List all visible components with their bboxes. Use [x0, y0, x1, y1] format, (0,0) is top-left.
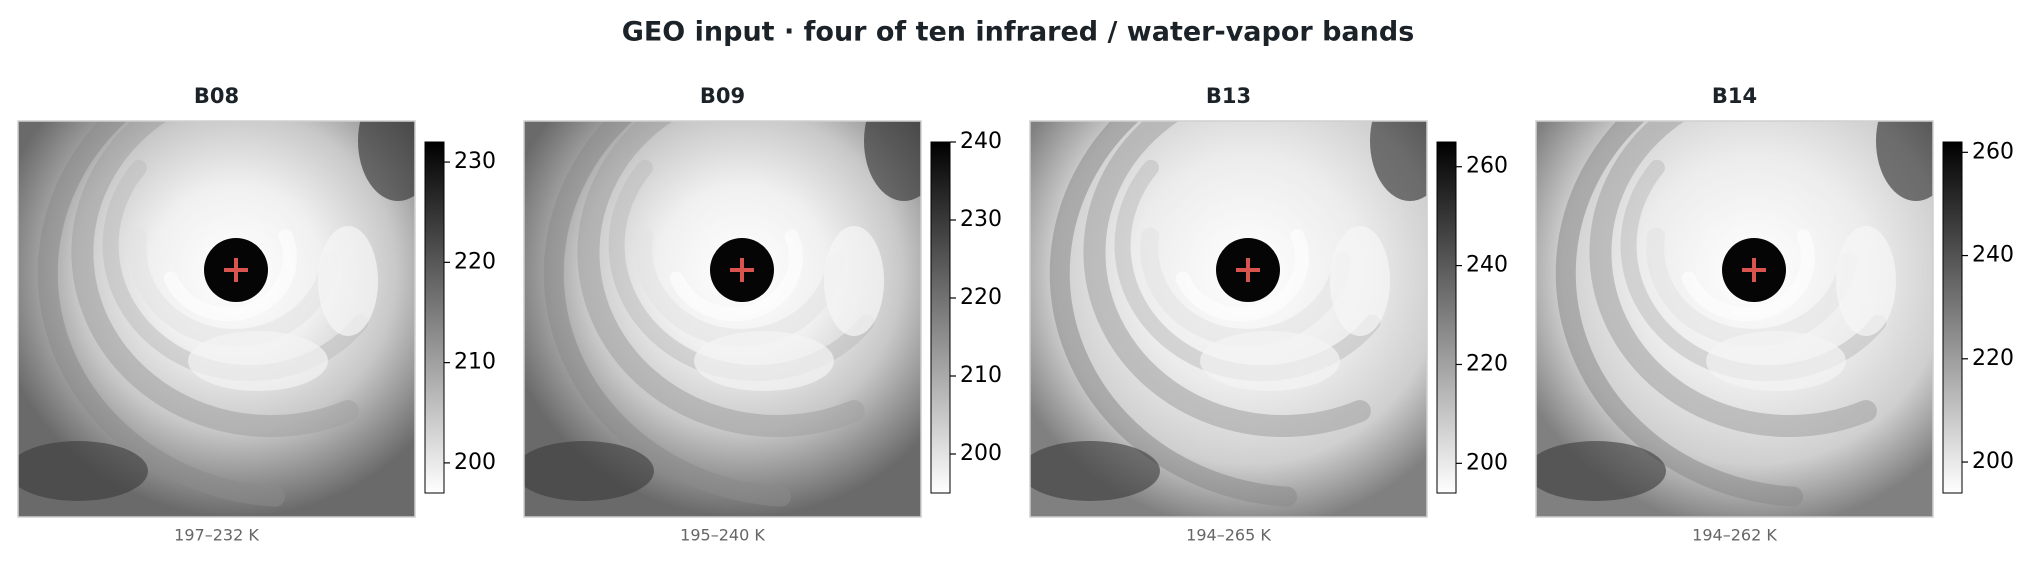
image-content	[1030, 121, 1427, 517]
panel-caption: 197–232 K	[174, 526, 259, 545]
colorbar-tick-label: 200	[1466, 450, 1508, 475]
colorbar	[930, 141, 951, 494]
dark-patch	[1536, 441, 1666, 501]
bright-cell	[1200, 331, 1340, 391]
bright-cell	[1330, 226, 1390, 336]
image-frame	[523, 120, 922, 518]
satellite-image	[1029, 120, 1428, 518]
spiral-band	[37, 121, 286, 507]
dark-patch	[1370, 121, 1427, 201]
colorbar	[1942, 141, 1963, 494]
colorbar-tick-label: 220	[1466, 351, 1508, 376]
panel-title: B14	[1712, 84, 1757, 108]
colorbar-tick-label: 210	[454, 350, 496, 375]
colorbar-tick-label: 240	[1466, 253, 1508, 278]
colorbar-tick-label: 200	[1972, 449, 2014, 474]
image-content	[524, 121, 921, 517]
colorbar-tick-label: 200	[960, 441, 1002, 466]
panel-title: B09	[700, 84, 745, 108]
colorbar-tick-label: 220	[1972, 346, 2014, 371]
image-content	[1536, 121, 1933, 517]
bright-cell	[188, 331, 328, 391]
colorbar-tick-label: 240	[1972, 243, 2014, 268]
dark-patch	[1876, 121, 1933, 201]
spiral-band	[71, 121, 359, 438]
image-frame	[17, 120, 416, 518]
image-content	[18, 121, 415, 517]
image-frame	[1029, 120, 1428, 518]
spiral-band	[1175, 229, 1309, 322]
colorbar-tick-label: 220	[454, 249, 496, 274]
dark-patch	[524, 441, 654, 501]
colorbar-tick-label: 260	[1466, 154, 1508, 179]
colorbar-tick-label: 210	[960, 363, 1002, 388]
colorbar-tick-label: 260	[1972, 139, 2014, 164]
colorbar-tick-label: 200	[454, 450, 496, 475]
panel-caption: 194–265 K	[1186, 526, 1271, 545]
panel-caption: 194–262 K	[1692, 526, 1777, 545]
bright-cell	[694, 331, 834, 391]
colorbar-tick-label: 240	[960, 129, 1002, 154]
colorbar	[1436, 141, 1457, 494]
dark-patch	[864, 121, 921, 201]
spiral-band	[1083, 121, 1371, 438]
dark-patch	[358, 121, 415, 201]
panel-title: B13	[1206, 84, 1251, 108]
spiral-band	[1681, 229, 1815, 322]
spiral-band	[1589, 121, 1877, 438]
spiral-band	[163, 229, 297, 322]
colorbar	[424, 141, 445, 494]
image-frame	[1535, 120, 1934, 518]
bright-cell	[1836, 226, 1896, 336]
spiral-band	[1049, 121, 1298, 507]
panel-caption: 195–240 K	[680, 526, 765, 545]
colorbar-tick-label: 230	[960, 207, 1002, 232]
satellite-image	[523, 120, 922, 518]
spiral-band	[577, 121, 865, 438]
bright-cell	[318, 226, 378, 336]
colorbar-tick-label: 220	[960, 285, 1002, 310]
satellite-image	[17, 120, 416, 518]
spiral-band	[543, 121, 792, 507]
bright-cell	[1706, 331, 1846, 391]
spiral-band	[669, 229, 803, 322]
spiral-band	[1555, 121, 1804, 507]
figure-title: GEO input · four of ten infrared / water…	[622, 17, 1415, 48]
satellite-image	[1535, 120, 1934, 518]
colorbar-tick-label: 230	[454, 149, 496, 174]
bright-cell	[824, 226, 884, 336]
dark-patch	[18, 441, 148, 501]
panel-title: B08	[194, 84, 239, 108]
dark-patch	[1030, 441, 1160, 501]
